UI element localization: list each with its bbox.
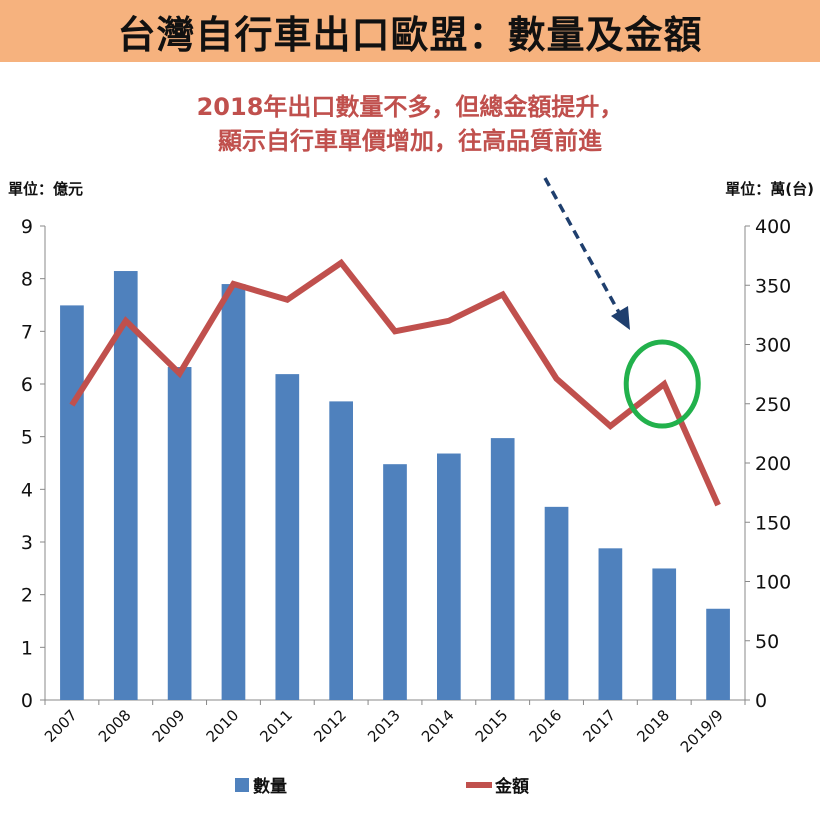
bar-2019/9: [706, 608, 730, 700]
left-axis-unit: 單位：億元: [8, 180, 84, 198]
title-banner: 台灣自行車出口歐盟：數量及金額: [0, 0, 820, 62]
right-axis-unit: 單位：萬(台): [725, 180, 814, 198]
bar-2017: [598, 548, 623, 700]
dashed-arrow-line: [543, 177, 624, 319]
bar-2016: [544, 506, 569, 700]
left-tick-label: 3: [21, 532, 33, 554]
bar-2015: [490, 438, 515, 700]
left-tick-label: 0: [21, 690, 33, 712]
left-tick-label: 8: [21, 269, 33, 291]
bar-2007: [60, 305, 84, 700]
bar-2012: [329, 401, 353, 700]
annotation-line-1: 2018年出口數量不多，但總金額提升，: [196, 93, 624, 121]
x-tick-label: 2018: [633, 706, 673, 746]
x-tick-label: 2009: [149, 706, 189, 746]
x-tick-label: 2014: [418, 706, 458, 746]
x-tick-label: 2007: [41, 706, 81, 746]
bar-2010: [221, 284, 246, 700]
left-tick-label: 4: [21, 479, 33, 501]
left-tick-label: 9: [21, 216, 33, 238]
bar-2011: [275, 374, 300, 700]
x-tick-label: 2017: [579, 706, 619, 746]
left-tick-label: 5: [21, 427, 33, 449]
x-tick-label: 2019/9: [677, 706, 727, 756]
left-tick-label: 1: [21, 637, 33, 659]
x-tick-label: 2013: [364, 706, 404, 746]
bar-2009: [167, 367, 192, 700]
bar-2013: [383, 464, 407, 700]
dashed-arrow-head: [611, 306, 630, 330]
x-tick-label: 2010: [203, 706, 243, 746]
page-title: 台灣自行車出口歐盟：數量及金額: [117, 12, 703, 57]
right-tick-label: 250: [755, 394, 791, 416]
x-tick-label: 2011: [256, 706, 296, 746]
x-tick-label: 2016: [526, 706, 566, 746]
left-tick-label: 2: [21, 585, 33, 607]
x-tick-label: 2015: [472, 706, 512, 746]
left-tick-label: 6: [21, 374, 33, 396]
right-tick-label: 50: [755, 631, 779, 653]
x-tick-label: 2012: [310, 706, 350, 746]
legend-label-quantity: 數量: [253, 776, 287, 797]
legend-label-amount: 金額: [494, 776, 529, 797]
right-tick-label: 400: [755, 216, 791, 238]
annotation-text: 2018年出口數量不多，但總金額提升， 顯示自行車單價增加，往高品質前進: [120, 90, 700, 158]
bar-2018: [652, 568, 677, 700]
right-tick-label: 300: [755, 335, 791, 357]
highlight-circle: [623, 339, 701, 429]
bar-2008: [113, 271, 138, 700]
annotation-line-2: 顯示自行車單價增加，往高品質前進: [218, 127, 602, 155]
left-tick-label: 7: [21, 321, 33, 343]
legend-bar-swatch: [235, 778, 249, 792]
right-tick-label: 100: [755, 572, 791, 594]
right-tick-label: 150: [755, 512, 791, 534]
x-tick-label: 2008: [95, 706, 135, 746]
bar-2014: [437, 453, 461, 700]
right-tick-label: 350: [755, 275, 791, 297]
right-tick-label: 200: [755, 453, 791, 475]
right-tick-label: 0: [755, 690, 767, 712]
